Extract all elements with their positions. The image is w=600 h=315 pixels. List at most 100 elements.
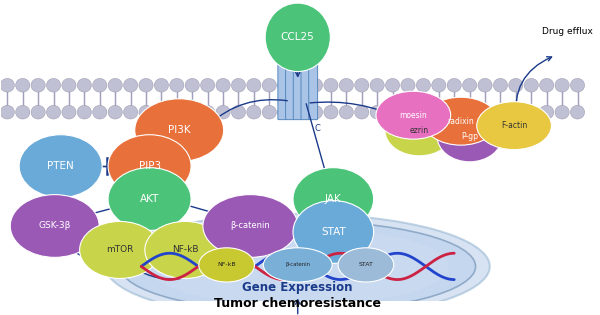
Ellipse shape (539, 78, 554, 92)
Ellipse shape (232, 105, 245, 119)
Ellipse shape (324, 105, 338, 119)
Ellipse shape (265, 3, 331, 72)
Ellipse shape (31, 105, 45, 119)
Ellipse shape (92, 105, 107, 119)
Text: β-catenin: β-catenin (230, 221, 270, 231)
Ellipse shape (431, 105, 446, 119)
Ellipse shape (92, 78, 107, 92)
Ellipse shape (124, 105, 138, 119)
Ellipse shape (524, 78, 538, 92)
Ellipse shape (232, 78, 245, 92)
Ellipse shape (338, 248, 394, 282)
Ellipse shape (247, 78, 261, 92)
Ellipse shape (106, 214, 490, 315)
Ellipse shape (139, 105, 153, 119)
Text: PIP3: PIP3 (139, 161, 161, 171)
Ellipse shape (216, 78, 230, 92)
Text: JAK: JAK (325, 194, 341, 204)
Ellipse shape (524, 105, 538, 119)
Ellipse shape (203, 195, 298, 257)
Ellipse shape (385, 105, 400, 119)
Ellipse shape (416, 78, 431, 92)
Text: STAT: STAT (321, 227, 346, 237)
Ellipse shape (170, 105, 184, 119)
Ellipse shape (263, 248, 332, 282)
Text: GSK-3β: GSK-3β (38, 221, 71, 231)
Text: NF-kB: NF-kB (172, 245, 199, 255)
FancyBboxPatch shape (278, 41, 287, 120)
Text: CCL25: CCL25 (281, 32, 314, 42)
Ellipse shape (355, 105, 369, 119)
Ellipse shape (477, 102, 551, 150)
FancyBboxPatch shape (293, 41, 302, 120)
Ellipse shape (308, 78, 323, 92)
Ellipse shape (124, 78, 138, 92)
Ellipse shape (339, 78, 353, 92)
Ellipse shape (247, 105, 261, 119)
FancyBboxPatch shape (309, 41, 317, 120)
Ellipse shape (493, 105, 508, 119)
Ellipse shape (555, 78, 569, 92)
Text: STAT: STAT (358, 262, 373, 267)
Text: ezrin: ezrin (410, 126, 429, 135)
Text: mTOR: mTOR (106, 245, 134, 255)
Ellipse shape (62, 105, 76, 119)
Ellipse shape (293, 105, 307, 119)
Ellipse shape (62, 78, 76, 92)
Ellipse shape (324, 78, 338, 92)
Ellipse shape (539, 105, 554, 119)
Ellipse shape (170, 78, 184, 92)
Ellipse shape (216, 105, 230, 119)
Ellipse shape (77, 78, 91, 92)
Ellipse shape (447, 78, 461, 92)
Ellipse shape (154, 105, 169, 119)
Ellipse shape (19, 135, 102, 198)
Ellipse shape (293, 168, 374, 230)
Ellipse shape (145, 221, 226, 278)
Ellipse shape (0, 105, 14, 119)
Text: C: C (314, 124, 320, 133)
Ellipse shape (108, 78, 122, 92)
Ellipse shape (293, 78, 307, 92)
Ellipse shape (108, 105, 122, 119)
Ellipse shape (478, 78, 492, 92)
Ellipse shape (401, 105, 415, 119)
Ellipse shape (185, 105, 199, 119)
Text: β-catenin: β-catenin (285, 262, 310, 267)
Text: Gene Expression: Gene Expression (242, 281, 353, 294)
Ellipse shape (437, 111, 502, 162)
Text: Drug efflux: Drug efflux (542, 27, 593, 36)
Ellipse shape (278, 105, 292, 119)
Ellipse shape (135, 99, 224, 162)
Ellipse shape (571, 78, 584, 92)
Ellipse shape (339, 105, 353, 119)
Ellipse shape (108, 168, 191, 230)
Ellipse shape (431, 78, 446, 92)
Ellipse shape (493, 78, 508, 92)
Ellipse shape (139, 78, 153, 92)
Ellipse shape (385, 105, 454, 156)
Ellipse shape (200, 105, 215, 119)
Ellipse shape (262, 105, 277, 119)
Ellipse shape (262, 78, 277, 92)
Ellipse shape (463, 78, 477, 92)
Ellipse shape (77, 105, 91, 119)
Ellipse shape (416, 105, 431, 119)
Ellipse shape (31, 78, 45, 92)
Text: PI3K: PI3K (168, 125, 191, 135)
Text: NF-kB: NF-kB (217, 262, 236, 267)
Ellipse shape (10, 195, 99, 257)
FancyBboxPatch shape (286, 41, 295, 120)
Text: F-actin: F-actin (501, 121, 527, 130)
FancyBboxPatch shape (301, 41, 310, 120)
Ellipse shape (108, 135, 191, 198)
Ellipse shape (308, 105, 323, 119)
Ellipse shape (16, 78, 30, 92)
Ellipse shape (370, 105, 384, 119)
Ellipse shape (571, 105, 584, 119)
Ellipse shape (447, 105, 461, 119)
Ellipse shape (401, 78, 415, 92)
Ellipse shape (463, 105, 477, 119)
Ellipse shape (509, 78, 523, 92)
Ellipse shape (46, 78, 61, 92)
